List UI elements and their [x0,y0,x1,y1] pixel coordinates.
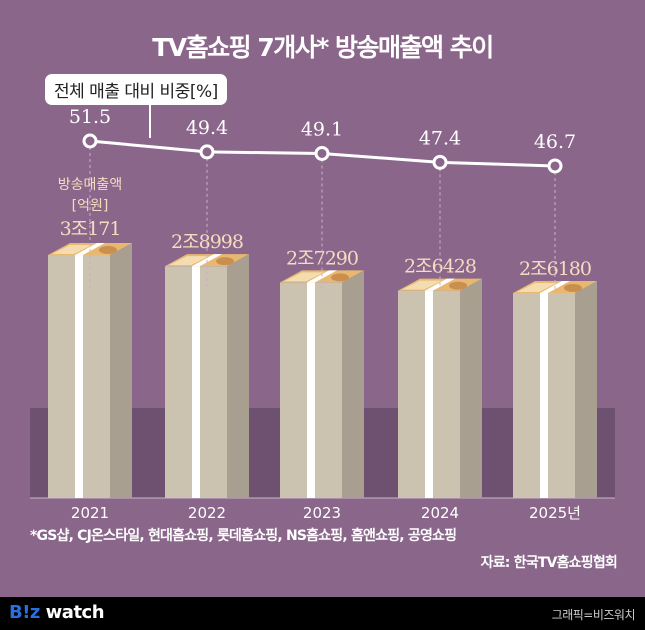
share-value-label: 49.1 [301,118,343,140]
chart: 3조17120212조899820222조729020232조642820242… [30,87,615,522]
money-bill [517,283,557,292]
share-point [547,158,563,174]
chart-title: TV홈쇼핑 7개사* 방송매출액 추이 [152,33,494,62]
bizwatch-logo: B!z watch [9,602,105,623]
bar-unit-label-2: [억원] [72,198,109,214]
share-point [314,145,330,161]
money-portrait [216,257,234,266]
bar-side [227,254,249,498]
logo-rest: watch [39,602,105,623]
bar-band [192,266,200,498]
share-value-label: 46.7 [534,131,576,153]
money-bill [284,272,324,282]
graphic-credit: 그래픽=비즈워치 [551,608,636,622]
x-tick-label: 2022 [188,504,226,522]
money-portrait [99,246,117,255]
money-bill [52,245,92,255]
line-series-callout: 전체 매출 대비 비중[%] [45,74,227,105]
share-point [432,154,448,170]
x-tick-label: 2023 [303,504,341,522]
money-portrait [564,284,582,292]
bar-band [425,290,433,498]
bar-band [540,293,548,498]
money-bill [402,280,442,290]
share-point [82,133,98,149]
x-tick-label: 2025년 [529,504,581,522]
share-value-label: 47.4 [419,127,461,149]
money-portrait [331,273,349,282]
money-portrait [449,281,467,290]
x-tick-label: 2024 [421,504,459,522]
x-tick-label: 2021 [71,504,109,522]
bar-side [110,243,132,498]
footer: B!z watch 그래픽=비즈워치 [0,597,645,630]
bar-2021: 3조171 2021 [48,218,132,522]
bar-band [75,255,83,498]
logo-b: B!z [9,602,40,623]
share-point [199,144,215,160]
bar-side [342,270,364,498]
footnote: *GS샵, CJ온스타일, 현대홈쇼핑, 롯데홈쇼핑, NS홈쇼핑, 홈앤쇼핑,… [30,528,457,544]
share-value-label: 51.5 [69,106,111,128]
share-value-label: 49.4 [186,117,228,139]
bar-value-label: 3조171 [60,218,121,240]
bar-unit-label-1: 방송매출액 [58,177,122,193]
bar-side [575,281,597,498]
source: 자료: 한국TV홈쇼핑협회 [480,555,618,571]
money-bill [169,256,209,266]
bar-band [307,282,315,498]
bar-side [460,278,482,498]
